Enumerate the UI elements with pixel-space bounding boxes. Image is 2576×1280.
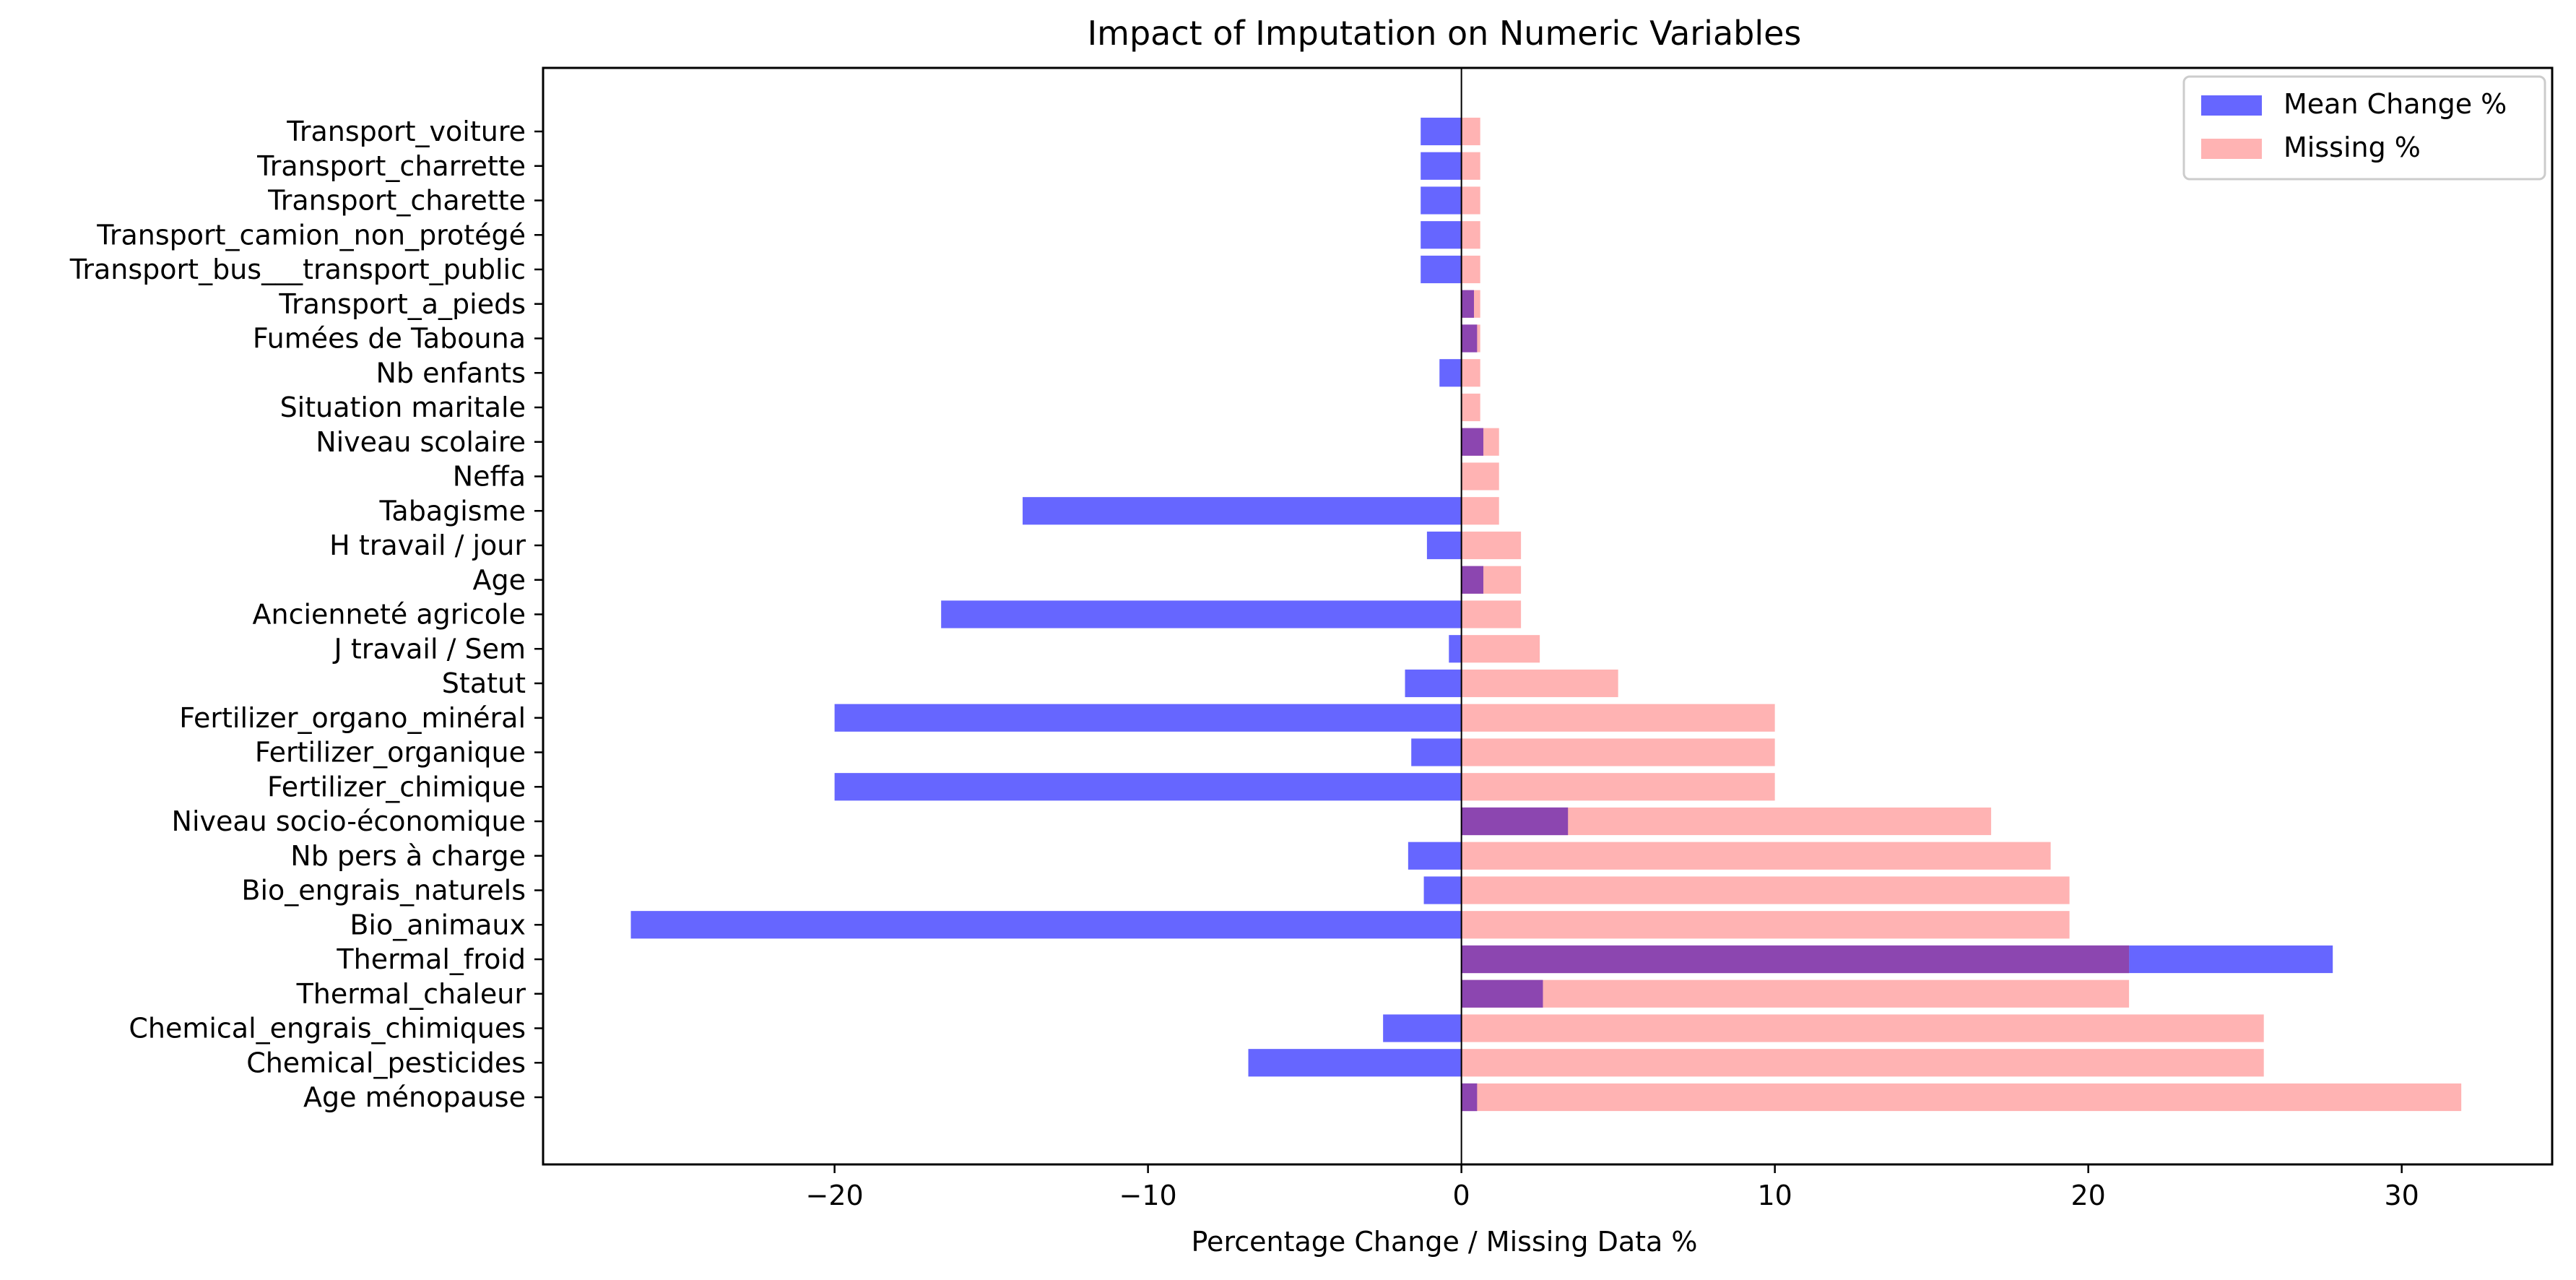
bar-missing-fertilizer-organique-18: [1461, 738, 1775, 766]
y-tick-label-transport-camion-non-protege-3: Transport_camion_non_protégé: [96, 219, 526, 251]
bar-overlap-niveau-scolaire-9: [1461, 428, 1484, 456]
bar-mean-change-bio-animaux-23: [630, 911, 1462, 939]
legend-swatch-mean-change: [2201, 95, 2262, 116]
overlap-series: [1461, 290, 2130, 1112]
bar-mean-change-fertilizer-organique-18: [1411, 738, 1462, 766]
bar-mean-change-fertilizer-organo-mineral-17: [834, 704, 1462, 732]
x-axis: −20 −10 0 10 20 30: [806, 1164, 2419, 1211]
y-tick-label-bio-engrais-naturels-22: Bio_engrais_naturels: [241, 875, 526, 907]
legend: Mean Change % Missing %: [2182, 75, 2546, 181]
bar-missing-neffa-10: [1461, 462, 1499, 490]
bar-overlap-transport-a-pieds-5: [1461, 290, 1475, 318]
bar-overlap-thermal-froid-24: [1461, 945, 2130, 974]
chart-title: Impact of Imputation on Numeric Variable…: [1088, 14, 1802, 53]
bar-mean-change-nb-enfants-7: [1439, 359, 1462, 387]
x-tick-label-4: 20: [2070, 1180, 2105, 1211]
legend-label-missing: Missing %: [2284, 131, 2421, 163]
bar-overlap-thermal-chaleur-25: [1461, 980, 1543, 1008]
y-tick-label-transport-voiture-0: Transport_voiture: [286, 116, 526, 147]
y-tick-label-chemical-pesticides-27: Chemical_pesticides: [246, 1047, 526, 1078]
y-axis: Transport_voitureTransport_charretteTran…: [69, 116, 543, 1113]
bar-overlap-niveau-socio-economique-20: [1461, 807, 1569, 836]
x-tick-label-1: −10: [1119, 1180, 1177, 1211]
bar-overlap-fumees-de-tabouna-6: [1461, 324, 1478, 353]
y-tick-label-niveau-scolaire-9: Niveau scolaire: [316, 426, 526, 458]
bar-missing-bio-animaux-23: [1461, 911, 2070, 939]
y-tick-label-fertilizer-chimique-19: Fertilizer_chimique: [267, 771, 526, 803]
bar-mean-change-transport-voiture-0: [1421, 117, 1462, 146]
bar-missing-statut-16: [1461, 669, 1618, 698]
y-tick-label-neffa-10: Neffa: [453, 461, 526, 493]
y-tick-label-statut-16: Statut: [442, 667, 526, 699]
y-tick-label-situation-maritale-8: Situation maritale: [280, 392, 526, 423]
y-tick-label-niveau-socio-economique-20: Niveau socio-économique: [172, 805, 526, 837]
y-tick-label-j-travail-sem-15: J travail / Sem: [333, 633, 526, 665]
x-tick-label-0: −20: [806, 1180, 864, 1211]
y-tick-label-thermal-chaleur-25: Thermal_chaleur: [296, 978, 526, 1010]
bar-mean-change-chemical-pesticides-27: [1248, 1049, 1462, 1077]
y-tick-label-tabagisme-11: Tabagisme: [379, 495, 526, 527]
legend-label-mean-change: Mean Change %: [2284, 88, 2507, 120]
y-tick-label-age-13: Age: [473, 564, 526, 596]
bar-mean-change-anciennete-agricole-14: [941, 600, 1462, 628]
bar-mean-change-chemical-engrais-chimiques-26: [1383, 1014, 1462, 1042]
y-tick-label-transport-bus-transport-public-4: Transport_bus___transport_public: [69, 254, 526, 285]
y-tick-label-chemical-engrais-chimiques-26: Chemical_engrais_chimiques: [129, 1013, 526, 1045]
y-tick-label-transport-a-pieds-5: Transport_a_pieds: [278, 288, 526, 320]
bar-overlap-age-menopause-28: [1461, 1083, 1478, 1112]
y-tick-label-thermal-froid-24: Thermal_froid: [336, 943, 526, 975]
bar-mean-change-nb-pers-a-charge-21: [1408, 842, 1462, 870]
bar-missing-chemical-pesticides-27: [1461, 1049, 2264, 1077]
y-tick-label-anciennete-agricole-14: Ancienneté agricole: [253, 599, 526, 631]
y-tick-label-fertilizer-organo-mineral-17: Fertilizer_organo_minéral: [179, 702, 526, 734]
bar-missing-transport-voiture-0: [1461, 117, 1480, 146]
bar-missing-thermal-chaleur-25: [1461, 980, 2130, 1008]
bar-mean-change-transport-charette-2: [1421, 186, 1462, 215]
y-tick-label-bio-animaux-23: Bio_animaux: [350, 909, 526, 940]
bar-overlap-age-13: [1461, 566, 1484, 594]
legend-frame: [2182, 75, 2546, 181]
plot-area-frame: [542, 66, 2554, 1166]
bar-mean-change-transport-camion-non-protege-3: [1421, 221, 1462, 249]
bar-missing-nb-enfants-7: [1461, 359, 1480, 387]
bar-missing-age-menopause-28: [1461, 1083, 2462, 1112]
bar-missing-h-travail-jour-12: [1461, 531, 1522, 560]
bar-missing-fertilizer-chimique-19: [1461, 773, 1775, 801]
bar-mean-change-bio-engrais-naturels-22: [1423, 876, 1462, 904]
bar-missing-chemical-engrais-chimiques-26: [1461, 1014, 2264, 1042]
bar-missing-bio-engrais-naturels-22: [1461, 876, 2070, 904]
y-tick-label-nb-pers-a-charge-21: Nb pers à charge: [290, 840, 526, 872]
bar-missing-transport-charrette-1: [1461, 152, 1480, 180]
x-tick-label-5: 30: [2384, 1180, 2419, 1211]
bar-mean-change-tabagisme-11: [1023, 497, 1462, 525]
bar-missing-situation-maritale-8: [1461, 393, 1480, 422]
legend-swatch-missing: [2201, 139, 2262, 159]
y-tick-label-fumees-de-tabouna-6: Fumées de Tabouna: [253, 323, 526, 355]
x-axis-label: Percentage Change / Missing Data %: [1192, 1226, 1698, 1258]
bar-missing-fertilizer-organo-mineral-17: [1461, 704, 1775, 732]
bar-missing-transport-bus-transport-public-4: [1461, 255, 1480, 284]
bar-missing-nb-pers-a-charge-21: [1461, 842, 2051, 870]
y-tick-label-age-menopause-28: Age ménopause: [303, 1081, 526, 1113]
bar-mean-change-transport-charrette-1: [1421, 152, 1462, 180]
bar-missing-transport-charette-2: [1461, 186, 1480, 215]
y-tick-label-fertilizer-organique-18: Fertilizer_organique: [255, 737, 526, 769]
x-tick-label-3: 10: [1757, 1180, 1792, 1211]
y-tick-label-nb-enfants-7: Nb enfants: [376, 357, 526, 389]
bar-missing-anciennete-agricole-14: [1461, 600, 1522, 628]
bar-mean-change-fertilizer-chimique-19: [834, 773, 1462, 801]
bar-mean-change-h-travail-jour-12: [1426, 531, 1462, 560]
bar-mean-change-transport-bus-transport-public-4: [1421, 255, 1462, 284]
y-tick-label-transport-charette-2: Transport_charette: [267, 185, 526, 217]
x-tick-label-2: 0: [1453, 1180, 1470, 1211]
bar-mean-change-statut-16: [1405, 669, 1462, 698]
y-tick-label-h-travail-jour-12: H travail / jour: [329, 529, 526, 561]
bar-missing-transport-camion-non-protege-3: [1461, 221, 1480, 249]
bar-missing-tabagisme-11: [1461, 497, 1499, 525]
bar-missing-j-travail-sem-15: [1461, 635, 1540, 663]
bar-mean-change-j-travail-sem-15: [1449, 635, 1462, 663]
y-tick-label-transport-charrette-1: Transport_charrette: [256, 150, 526, 182]
